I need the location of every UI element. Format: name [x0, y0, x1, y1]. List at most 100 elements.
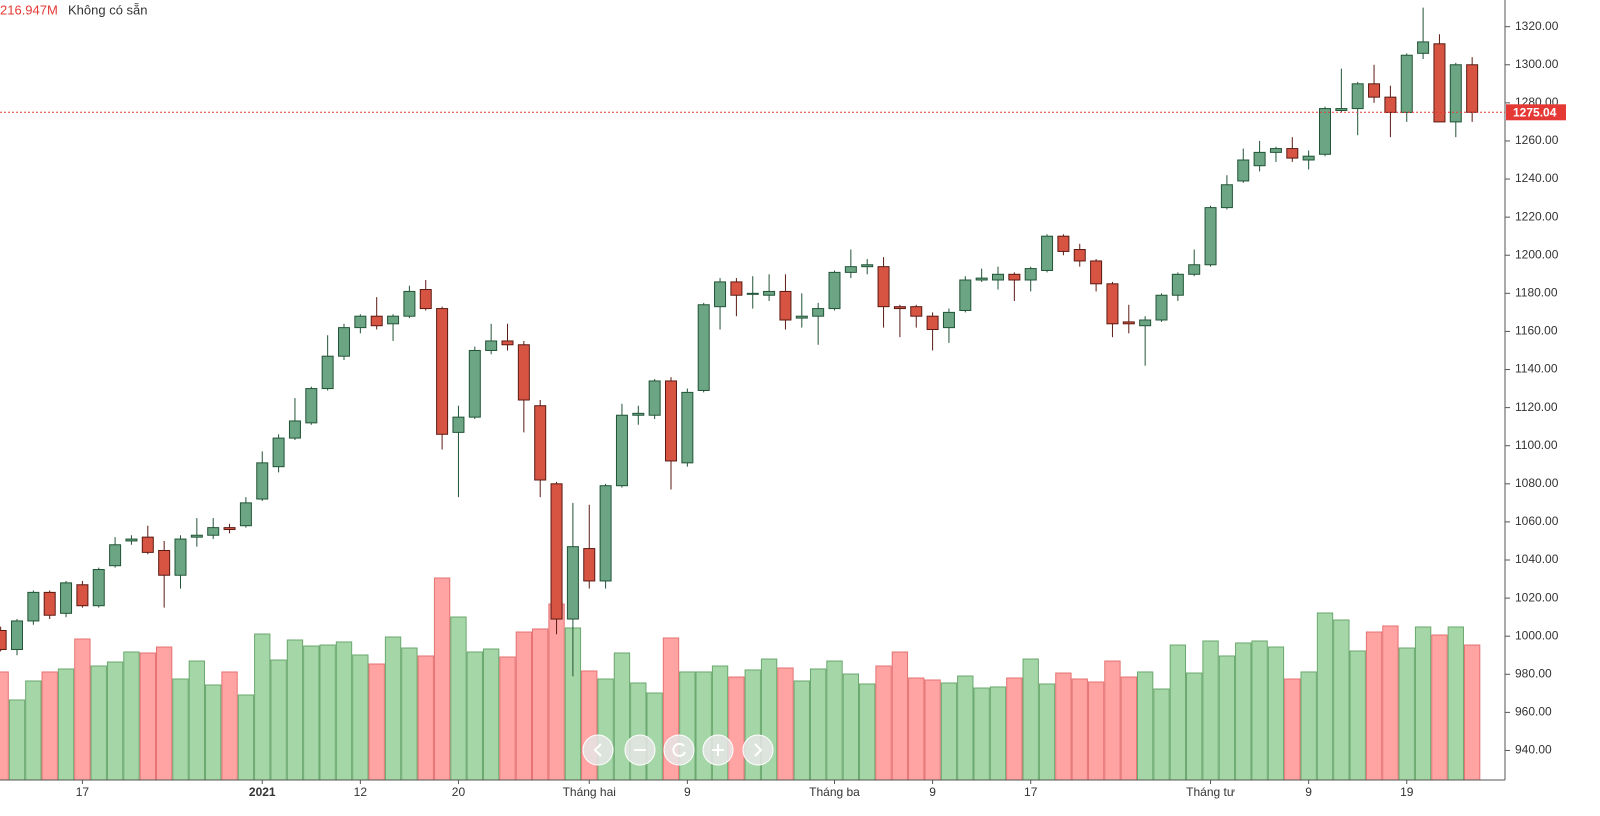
volume-bar — [613, 652, 631, 781]
scroll-left-button[interactable] — [582, 734, 614, 766]
nav-icons — [593, 742, 763, 757]
volume-bar — [842, 673, 860, 781]
candle-body — [1237, 159, 1250, 182]
volume-bar — [1365, 631, 1383, 781]
volume-bar — [74, 638, 91, 781]
volume-bar — [1186, 672, 1203, 781]
volume-bar — [728, 676, 745, 781]
volume-bar — [352, 654, 369, 781]
candle-body — [1024, 268, 1037, 281]
volume-bar — [417, 655, 434, 781]
candle-body — [615, 414, 628, 487]
volume-bar — [1431, 634, 1448, 781]
volume-bar — [875, 665, 892, 781]
volume-bar — [188, 660, 206, 781]
candle-body — [1417, 41, 1430, 54]
candle-body — [468, 349, 481, 418]
candle-body — [485, 340, 498, 351]
volume-bar — [139, 652, 156, 781]
x-tick-label: 2021 — [249, 785, 276, 799]
y-tick-label: 1140.00 — [1515, 362, 1558, 376]
y-tick-label: 1300.00 — [1515, 57, 1559, 71]
volume-bar — [172, 678, 189, 781]
candle-body — [76, 584, 89, 607]
candle-body — [109, 544, 122, 567]
x-tick-label: 20 — [452, 785, 466, 799]
candle-body — [387, 315, 400, 325]
volume-bar — [1300, 671, 1317, 781]
volume-bar — [1169, 644, 1187, 781]
volume-bar — [303, 645, 320, 781]
volume-bar — [1349, 650, 1366, 781]
y-tick-label: 1320.00 — [1515, 19, 1559, 33]
volume-bar — [1202, 640, 1219, 781]
candle-body — [11, 620, 23, 651]
volume-bar — [57, 668, 75, 781]
candle-body — [436, 308, 449, 435]
candle-body — [1155, 294, 1168, 321]
volume-bar — [908, 677, 925, 781]
volume-bar — [859, 683, 876, 781]
candle-body — [1171, 273, 1184, 296]
candle-body — [550, 483, 563, 620]
candle-body — [370, 315, 383, 327]
volume-bar — [793, 680, 810, 781]
volume-bar — [1006, 677, 1023, 781]
y-tick-label: 1160.00 — [1515, 324, 1558, 338]
volume-bar — [8, 699, 26, 781]
candle-body — [239, 502, 252, 527]
candle-body — [763, 290, 776, 296]
candle-body — [92, 569, 105, 607]
candle-body — [534, 405, 547, 481]
candle-body — [893, 306, 906, 310]
candle-body — [1073, 249, 1086, 262]
volume-bar — [433, 577, 451, 781]
volume-bar — [25, 680, 42, 781]
volume-bar — [1382, 625, 1399, 781]
volume-bar — [809, 668, 827, 781]
candle-body — [861, 264, 874, 268]
y-tick-label: 1260.00 — [1515, 133, 1559, 147]
y-tick-label: 1040.00 — [1515, 552, 1559, 566]
volume-bar — [1153, 688, 1170, 781]
candle-body — [60, 582, 73, 614]
candle-body — [1041, 235, 1054, 271]
candle-body — [288, 420, 301, 439]
candle-body — [321, 355, 334, 390]
volume-bar — [630, 682, 647, 781]
volume-bar — [1038, 683, 1056, 781]
volume-bar — [90, 665, 107, 781]
plus-icon — [712, 744, 724, 756]
volume-layer — [0, 577, 1481, 781]
y-tick-label: 1100.00 — [1515, 438, 1558, 452]
candle-body — [992, 273, 1004, 281]
y-tick-label: 960.00 — [1515, 705, 1552, 719]
candle-body — [338, 327, 350, 357]
x-tick-label: 9 — [929, 785, 936, 799]
volume-bar — [1463, 644, 1481, 781]
candle-body — [665, 380, 677, 462]
volume-bar — [1235, 642, 1252, 781]
candle-body — [125, 538, 138, 542]
candle-body — [795, 315, 808, 319]
y-tick-label: 1080.00 — [1515, 476, 1559, 490]
last-price-tag — [1506, 104, 1566, 121]
candle-body — [975, 277, 988, 281]
scroll-right-button[interactable] — [742, 734, 774, 766]
candle-body — [354, 315, 367, 329]
volume-bar — [499, 656, 516, 781]
candle-body — [158, 549, 171, 576]
right-icon — [754, 743, 763, 757]
candle-body — [1220, 184, 1233, 209]
candle-body — [583, 548, 596, 582]
candle-body — [942, 311, 955, 329]
volume-bar — [1414, 626, 1432, 781]
volume-bar — [1218, 655, 1236, 781]
candle-body — [828, 271, 841, 310]
candle-body — [566, 546, 579, 620]
volume-bar — [1104, 660, 1121, 781]
volume-bar — [384, 636, 402, 781]
candle-body — [812, 308, 825, 317]
reset-button[interactable] — [663, 734, 695, 766]
